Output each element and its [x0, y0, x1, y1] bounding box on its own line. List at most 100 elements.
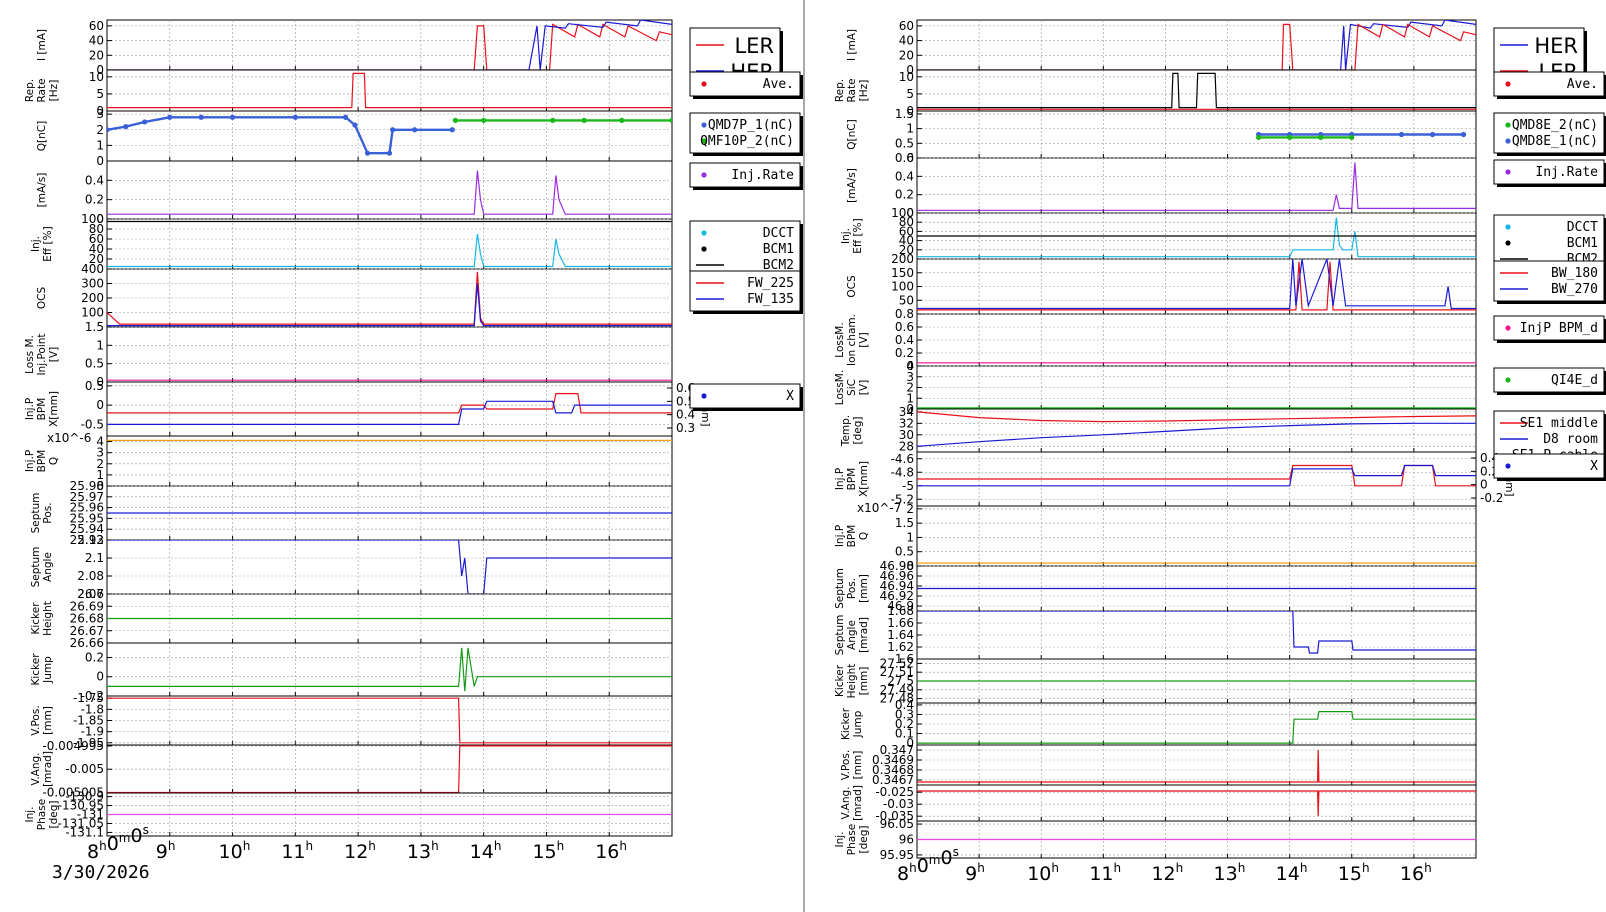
- data-point: [386, 150, 393, 156]
- data-point: [352, 122, 358, 128]
- data-point: [1318, 134, 1324, 141]
- data-point: [167, 114, 173, 120]
- y-tick-label: 0.5: [895, 136, 914, 150]
- y-tick-label: 1: [96, 468, 104, 482]
- legend-label: BW_270: [1551, 282, 1598, 297]
- y-tick-label: 1.5: [895, 107, 914, 121]
- y-tick-label: 80: [89, 222, 104, 236]
- legend-marker: [1505, 169, 1511, 175]
- data-point: [449, 127, 455, 133]
- series-line-sa: [107, 540, 672, 594]
- panel-2: 0 12 3 Q[nC] QMD7P_1(nC)QMF10P_2(nC): [36, 107, 803, 168]
- series-line-Inj.Rate: [107, 170, 672, 215]
- legend-label: DCCT: [1567, 220, 1598, 235]
- y-axis-label: Septum: [834, 615, 846, 656]
- legend: InjP BPM_d: [1493, 315, 1606, 343]
- y-tick-label: -1.8: [81, 702, 104, 716]
- x-tick-label: 10h: [219, 839, 251, 863]
- series-group: [107, 170, 672, 215]
- legend-label: BW_180: [1551, 266, 1598, 281]
- series-group: [1256, 131, 1467, 141]
- y-axis-label: Inj.: [30, 236, 42, 252]
- y-axis-label: Kicker: [30, 653, 42, 686]
- data-point: [342, 114, 349, 120]
- y-tick-label: 0: [906, 151, 914, 165]
- y-tick-label: 0.6: [895, 320, 914, 334]
- legend: Inj.Rate: [1493, 159, 1606, 187]
- legend: QMD8E_2(nC)QMD8E_1(nC): [1493, 112, 1606, 156]
- y-tick-label: 25.94: [70, 522, 104, 536]
- y-axis-label: [V]: [858, 380, 870, 395]
- y-tick-label: 0.3467: [872, 773, 914, 787]
- x-tick-label: 16h: [595, 839, 627, 863]
- y-tick-label: 60: [89, 19, 104, 33]
- panel-15: -130.9-130.95-131-131.05-131.1 Inj. Phase[…: [24, 790, 673, 839]
- y-tick-label: 0: [96, 212, 104, 226]
- series-line-X: [917, 464, 1476, 487]
- y-axis-label: X[mm]: [48, 391, 60, 427]
- y-tick-label: 1: [906, 391, 914, 405]
- data-point: [229, 114, 236, 120]
- legend: X: [689, 383, 803, 411]
- series-group: [917, 611, 1476, 654]
- series-group: [107, 647, 672, 692]
- y-axis-label: Rep.: [834, 79, 846, 102]
- legend-label: X: [786, 389, 794, 404]
- series-line-BW_270: [917, 259, 1476, 310]
- y-tick-label: 0: [906, 736, 914, 750]
- legend-box: [1493, 112, 1605, 154]
- y-tick-label: 1: [96, 338, 104, 352]
- y-tick-label: 34: [899, 405, 914, 419]
- series-group: [917, 217, 1476, 258]
- series-line-DCCT: [917, 217, 1476, 258]
- y-tick-label: 1.64: [887, 628, 914, 642]
- y-tick-label: -5.2: [891, 492, 914, 506]
- y-tick-label: 30: [899, 428, 914, 442]
- legend-label: BCM1: [763, 242, 794, 257]
- legend-label: SE1 middle: [1520, 416, 1598, 431]
- data-point: [581, 117, 587, 123]
- legend-label: QMD7P_1(nC): [708, 118, 794, 133]
- y-axis-label: [Hz]: [858, 80, 870, 102]
- series-group: [917, 20, 1476, 70]
- y-axis-label: [Hz]: [48, 80, 60, 102]
- series-line-LER: [917, 23, 1476, 70]
- x-tick-label: 16h: [1400, 861, 1432, 885]
- y-tick-label: 1: [906, 530, 914, 544]
- y-axis-label: Height: [846, 664, 858, 699]
- y-tick-label: 0.4: [895, 169, 914, 183]
- y-tick-label: 0: [906, 63, 914, 77]
- legend-marker: [1505, 122, 1511, 128]
- y-tick-label: 1.66: [887, 616, 914, 630]
- y-tick-label: 200: [891, 252, 914, 266]
- legend-box: [689, 383, 801, 409]
- legend-label: QI4E_d: [1551, 373, 1598, 388]
- legend-marker: [701, 138, 707, 144]
- legend: QI4E_d: [1493, 367, 1606, 395]
- series-line-rate2: [917, 72, 1476, 109]
- y-tick-label: 0: [96, 375, 104, 389]
- y-tick-label: -0.03: [883, 797, 914, 811]
- series-line-QMD7P_1: [107, 116, 453, 155]
- y-tick-label: 2: [96, 457, 104, 471]
- y-tick-label: 46.94: [880, 579, 914, 593]
- y-tick-label: 0.1: [895, 727, 914, 741]
- legend-box: [689, 112, 801, 154]
- panel-6: 00.20.40.60.8 LossM. Ion cham. [V] InjP BPM_…: [834, 307, 1606, 373]
- y-tick-label: 0: [96, 479, 104, 493]
- y-tick-label: 25.96: [70, 501, 104, 515]
- y-tick-label: 1.5: [85, 320, 104, 334]
- y-tick-label: -131.05: [58, 816, 104, 830]
- y-tick-label: 27.48: [880, 692, 914, 706]
- y-tick-label: 40: [89, 34, 104, 48]
- y-axis-label: Q[nC]: [36, 121, 48, 151]
- y-tick-label: -0.5: [81, 417, 104, 431]
- y-tick-label: 60: [899, 224, 914, 238]
- y-tick-label: 25.95: [70, 511, 104, 525]
- legend-label: QMD8E_1(nC): [1512, 134, 1598, 149]
- y-tick-label: 40: [89, 242, 104, 256]
